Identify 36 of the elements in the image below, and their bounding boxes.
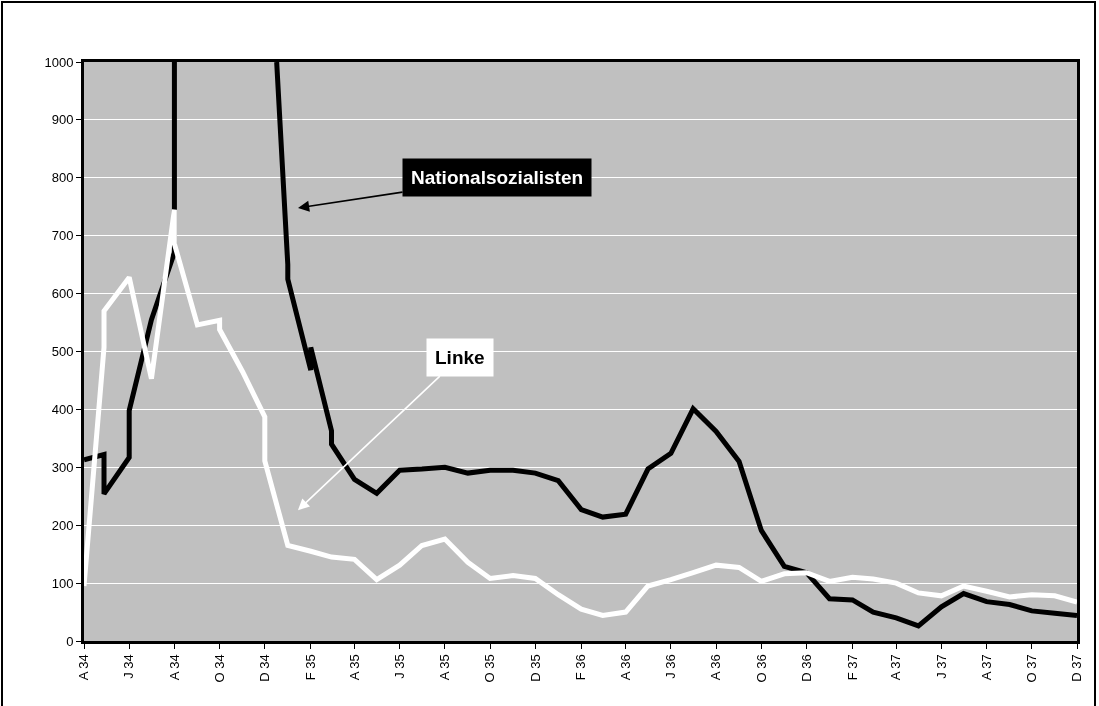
x-tick-label: O 36	[753, 654, 769, 683]
x-tick-label: J 36	[663, 654, 679, 679]
x-tick-label: A 34	[76, 654, 92, 681]
annotation: Nationalsozialisten	[411, 167, 584, 188]
y-tick-label: 800	[51, 170, 74, 186]
y-tick-label: 700	[51, 228, 74, 244]
x-tick-label: A 36	[708, 654, 724, 681]
x-tick-label: F 35	[302, 654, 318, 681]
x-tick-label: A 35	[437, 654, 453, 681]
x-tick-label: O 34	[211, 654, 227, 683]
x-tick-label: A 37	[978, 654, 994, 681]
x-tick-label: A 36	[617, 654, 633, 681]
x-tick-label: O 35	[482, 654, 498, 683]
x-tick-label: A 37	[888, 654, 904, 681]
x-tick-label: D 37	[1069, 654, 1085, 682]
y-tick-label: 900	[51, 112, 74, 128]
annotation: Linke	[435, 347, 485, 368]
x-tick-label: D 36	[798, 654, 814, 682]
x-tick-label: D 34	[257, 654, 273, 682]
y-tick-label: 1000	[44, 54, 74, 70]
x-tick-label: A 35	[346, 654, 362, 681]
x-tick-label: J 34	[121, 654, 137, 679]
x-tick-label: F 37	[844, 654, 860, 681]
x-tick-label: J 35	[391, 654, 407, 679]
y-tick-label: 200	[51, 517, 74, 533]
y-tick-label: 0	[66, 633, 74, 649]
y-tick-label: 100	[51, 575, 74, 591]
y-tick-label: 300	[51, 459, 74, 475]
x-tick-label: J 37	[933, 654, 949, 679]
y-tick-label: 600	[51, 286, 74, 302]
y-tick-label: 400	[51, 401, 74, 417]
x-tick-label: A 34	[166, 654, 182, 681]
x-tick-label: D 35	[527, 654, 543, 682]
x-tick-label: O 37	[1024, 654, 1040, 683]
y-tick-label: 500	[51, 344, 74, 360]
x-tick-label: F 36	[573, 654, 589, 681]
